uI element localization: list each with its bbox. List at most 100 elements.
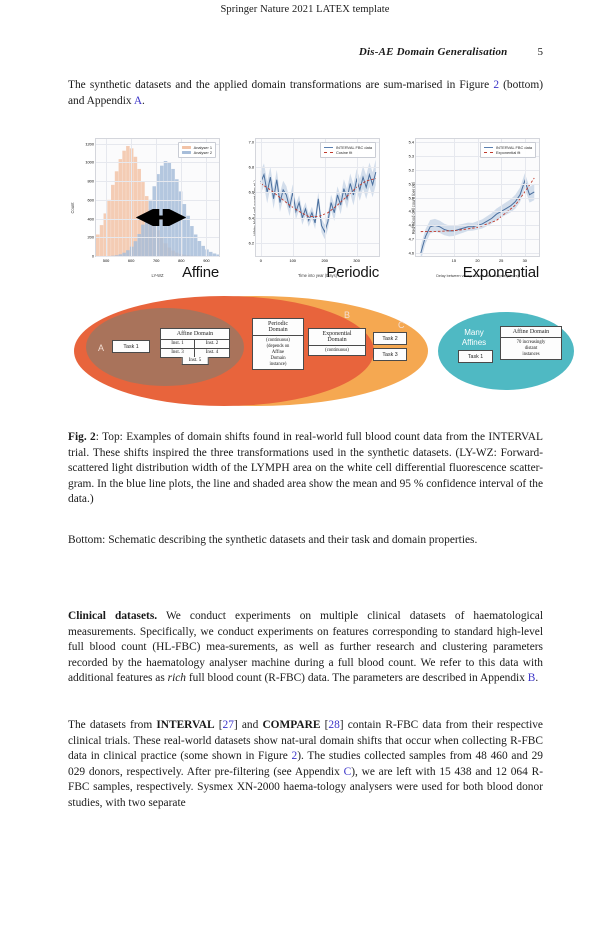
periodic-domain-title-line1: Periodic [268,321,288,327]
affine-domain-title: Affine Domain [161,329,229,340]
gridline-h [96,162,219,163]
histogram-bar [163,160,168,256]
histogram-bar [103,213,108,256]
gridline-v [324,139,326,256]
legend-swatch-icon [182,151,192,155]
x-tick-label: 900 [203,258,210,263]
periodic-domain-card[interactable]: Periodic Domain (continuous) (depends on… [252,318,304,371]
legend-item-analyser-1: Analyser 1 [182,145,212,151]
histogram-bar [122,150,126,256]
y-tick-label: 4.9 [408,208,414,214]
histogram-bar [137,234,141,256]
y-tick-label: 4.6 [408,250,414,256]
affine-domain-many-card[interactable]: Affine Domain 70 increasingly distant in… [500,326,562,361]
note-line: (continuous) [266,337,290,343]
x-tick-label: 300 [353,258,360,263]
y-tick-label: 5.3 [408,153,414,159]
legend-label: Analyser 1 [193,144,212,150]
affine-domain-instances: Inst. 1 Inst. 2 Inst. 3 Inst. 4 Inst. 5 [161,340,229,366]
y-tick-label: 800 [87,178,95,184]
series-line [421,178,535,232]
figure-ref-2b[interactable]: 2 [291,750,298,763]
intro-text-1: The synthetic datasets and the applied d… [68,79,494,91]
figure-bottom-schematic: A B C Many Affines Task 1 Task 2 Task 3 … [68,290,574,422]
caption-sep: : [95,431,99,443]
figure-top-charts: Count LY-WZ Analyser 1 Analyser 2 [68,132,544,284]
group-b-label: B [344,310,351,320]
task-box-task2[interactable]: Task 2 [373,332,407,345]
affine-domain-card[interactable]: Affine Domain Inst. 1 Inst. 2 Inst. 3 In… [160,328,230,366]
chart2-legend: INTERVAL FBC data Cosine fit [320,142,376,159]
figure-caption: Fig. 2: Top: Examples of domain shifts f… [68,430,543,508]
histogram-bar [126,250,130,256]
datasets-paragraph: The datasets from INTERVAL [27] and COMP… [68,718,543,812]
periodic-domain-title: Periodic Domain [253,319,303,336]
y-tick-label: 200 [87,234,95,240]
histogram-bar [107,199,111,256]
gridline-v [106,139,107,256]
legend-dashed-line-icon [484,152,494,154]
gridline-v [156,139,157,256]
chart1-plot-area: Analyser 1 Analyser 2 [85,138,220,263]
appendix-ref-b[interactable]: B [527,672,536,685]
many-affines-label-line1: Many [464,328,484,337]
task-box-task1-a[interactable]: Task 1 [112,340,150,353]
y-tick-label: 5.2 [408,167,414,173]
y-tick-label: 4.6 [408,250,414,256]
page-number: 5 [537,46,544,58]
chart-periodic-wbc: White blood cell count (per nL) Time int… [228,132,384,284]
y-tick-label: 1000 [85,159,94,165]
x-tick-label: 0 [259,258,262,263]
x-tick-label: 200 [321,258,328,263]
gridline-h [256,192,379,193]
gridline-v [524,139,526,256]
clinical-body-1: We conduct experiments on multiple clini… [68,610,543,685]
appendix-ref-a[interactable]: A [133,94,143,107]
instance-cell: Inst. 4 [205,350,219,356]
y-tick-label: 6.4 [248,215,254,221]
gridline-h [256,217,379,219]
many-affines-label: Many Affines [450,328,498,347]
citation-28[interactable]: 28 [328,719,340,731]
task-box-task3[interactable]: Task 3 [373,348,407,361]
x-tick-label: 800 [178,258,185,263]
histogram-bar [193,234,198,256]
legend-item-interval-data: INTERVAL FBC data [484,145,532,151]
y-tick-label: 200 [87,234,95,240]
x-tick-label: 300 [353,258,360,263]
y-tick-label: 5.1 [408,181,414,187]
y-tick-label: 400 [87,216,95,222]
x-tick-label: 500 [102,258,110,263]
y-tick-label: 5.4 [408,139,414,145]
chart2-xlabel: Time into year (Days) [298,273,337,278]
legend-item-interval-data: INTERVAL FBC data [324,145,372,151]
y-tick-label: 600 [87,197,95,203]
datasets-text-2: [ [214,719,223,731]
x-tick-label: 800 [178,258,185,263]
x-tick-label: 100 [289,258,296,263]
gridline-v [501,139,502,256]
histogram-bar [118,159,123,256]
note-line: distant [524,345,538,351]
clinical-body-3: . [535,672,539,685]
citation-27[interactable]: 27 [222,719,234,731]
y-tick-label: 6.8 [248,164,254,170]
y-tick-label: 6.8 [248,164,254,170]
x-tick-label: 30 [522,258,527,263]
legend-item-analyser-2: Analyser 2 [182,150,212,156]
x-tick-label: 25 [498,258,504,263]
task-box-task1-affines[interactable]: Task 1 [458,350,493,363]
exponential-domain-card[interactable]: Exponential Domain (continuous) [308,328,366,357]
y-tick-label: 5.3 [408,153,414,159]
x-tick-label: 20 [475,258,480,263]
chart1-legend: Analyser 1 Analyser 2 [178,142,216,159]
figure-ref-2[interactable]: 2 [493,79,500,91]
histogram-bar [133,241,138,256]
dataset-name-compare: COMPARE [262,719,321,731]
y-tick-label: 0 [91,253,94,259]
gridline-v [477,139,479,256]
appendix-ref-c[interactable]: C [343,765,352,778]
chart-exponential-rbc: Red blood cell count (per pL) Delay betw… [388,132,544,284]
legend-label: Cosine fit [335,150,353,156]
x-tick-label: 600 [127,258,135,263]
